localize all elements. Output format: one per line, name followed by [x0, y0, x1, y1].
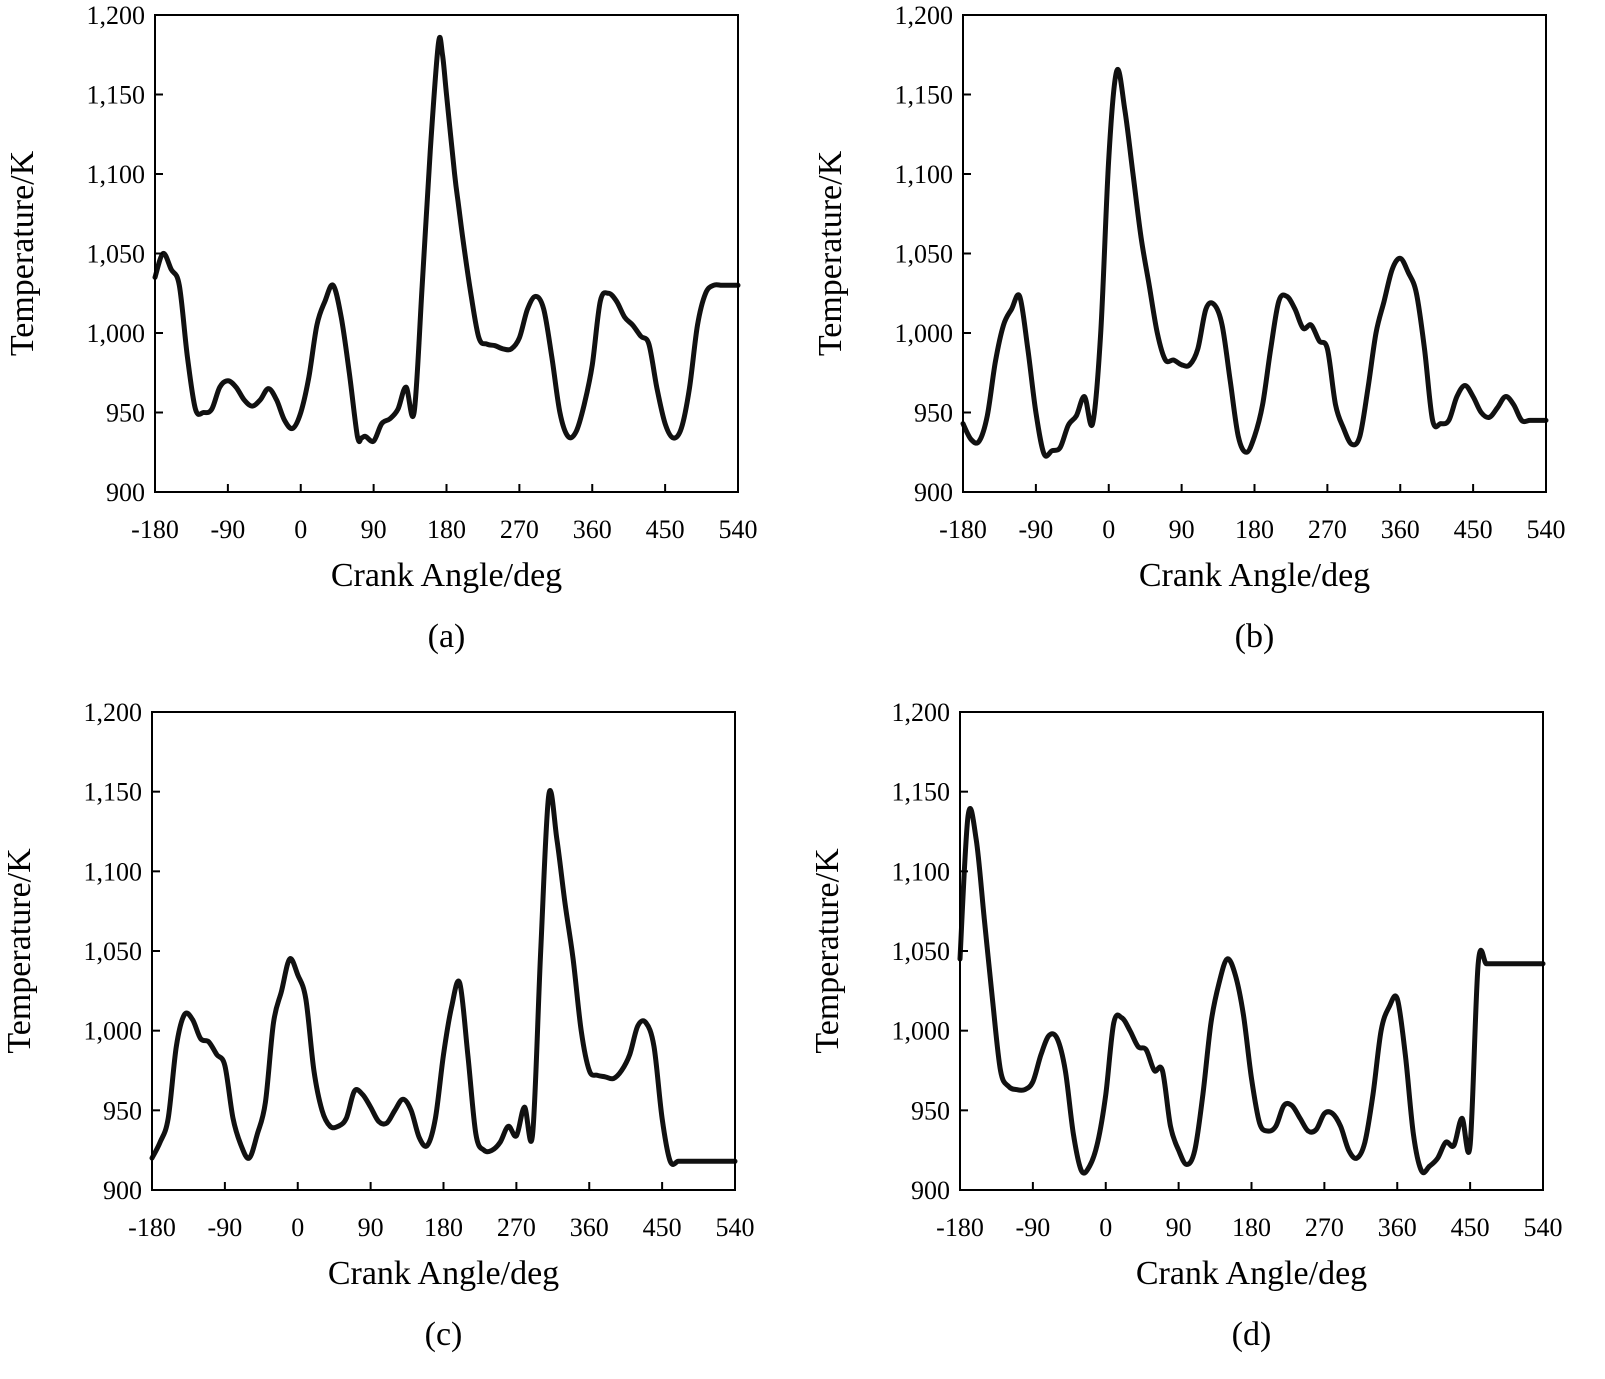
- x-tick-label: 180: [427, 515, 466, 544]
- y-tick-label: 1,050: [895, 240, 954, 269]
- x-tick-label: 270: [497, 1213, 536, 1242]
- y-tick-label: 1,100: [87, 160, 146, 189]
- x-tick-label: 0: [1099, 1213, 1112, 1242]
- x-tick-label: 180: [424, 1213, 463, 1242]
- y-tick-label: 1,100: [84, 857, 143, 886]
- y-tick-label: 900: [911, 1176, 950, 1205]
- x-tick-label: 270: [1305, 1213, 1344, 1242]
- x-tick-label: 540: [1527, 515, 1566, 544]
- x-tick-label: -180: [131, 515, 179, 544]
- x-tick-label: 450: [646, 515, 685, 544]
- x-tick-label: 360: [573, 515, 612, 544]
- panel-label: (b): [1235, 618, 1275, 655]
- x-tick-label: 540: [719, 515, 758, 544]
- panel-label: (c): [425, 1316, 463, 1353]
- y-tick-label: 1,150: [895, 81, 954, 110]
- series-line: [960, 66, 1549, 459]
- y-tick-label: 1,050: [87, 240, 146, 269]
- y-tick-label: 1,150: [892, 778, 951, 807]
- x-tick-label: 90: [1166, 1213, 1192, 1242]
- y-tick-label: 1,200: [895, 1, 954, 30]
- panel-label: (d): [1232, 1316, 1272, 1353]
- x-tick-label: 360: [1378, 1213, 1417, 1242]
- x-tick-label: 540: [716, 1213, 755, 1242]
- x-tick-label: 0: [294, 515, 307, 544]
- chart-panel-d: 900 950 1,000 1,050 1,100 1,150 1,200 -180 -90 0 9…: [809, 698, 1563, 1353]
- x-axis-label: Crank Angle/deg: [1136, 1255, 1367, 1292]
- y-tick-label: 1,200: [87, 1, 146, 30]
- x-tick-label: 180: [1235, 515, 1274, 544]
- y-tick-label: 950: [106, 399, 145, 428]
- y-tick-label: 1,050: [84, 937, 143, 966]
- x-tick-label: 180: [1232, 1213, 1271, 1242]
- y-tick-label: 1,150: [84, 778, 143, 807]
- x-axis-label: Crank Angle/deg: [331, 557, 562, 594]
- y-tick-label: 1,200: [84, 698, 143, 727]
- series-line: [149, 788, 738, 1167]
- y-tick-label: 950: [103, 1096, 142, 1125]
- x-tick-label: -90: [1019, 515, 1054, 544]
- x-tick-label: -90: [208, 1213, 243, 1242]
- x-tick-label: 450: [643, 1213, 682, 1242]
- x-tick-label: 90: [361, 515, 387, 544]
- x-axis-label: Crank Angle/deg: [328, 1255, 559, 1292]
- x-tick-label: 90: [1169, 515, 1195, 544]
- x-tick-label: 0: [1102, 515, 1115, 544]
- x-tick-label: 270: [1308, 515, 1347, 544]
- x-tick-label: 360: [1381, 515, 1420, 544]
- y-tick-label: 950: [911, 1096, 950, 1125]
- x-axis-label: Crank Angle/deg: [1139, 557, 1370, 594]
- y-tick-label: 1,000: [84, 1017, 143, 1046]
- x-tick-label: -180: [936, 1213, 984, 1242]
- plot-area-frame: [962, 14, 1547, 493]
- x-tick-label: 270: [500, 515, 539, 544]
- y-axis-label: Temperature/K: [812, 150, 849, 356]
- x-tick-label: -90: [1016, 1213, 1051, 1242]
- x-tick-label: -90: [211, 515, 246, 544]
- series-line: [957, 806, 1546, 1176]
- chart-panel-c: 900 950 1,000 1,050 1,100 1,150 1,200 -180 -90 0 9…: [1, 698, 755, 1353]
- x-tick-label: -180: [128, 1213, 176, 1242]
- plot-area-frame: [959, 711, 1544, 1191]
- y-tick-label: 1,100: [895, 160, 954, 189]
- y-tick-label: 1,000: [87, 319, 146, 348]
- x-tick-label: 0: [291, 1213, 304, 1242]
- x-tick-label: 450: [1454, 515, 1493, 544]
- chart-panel-b: 900 950 1,000 1,050 1,100 1,150 1,200 -180 -90 0 9…: [812, 1, 1566, 655]
- y-tick-label: 1,100: [892, 857, 951, 886]
- panel-label: (a): [428, 618, 466, 655]
- series-line: [152, 34, 741, 445]
- plot-area-frame: [151, 711, 736, 1191]
- y-axis-label: Temperature/K: [809, 848, 846, 1054]
- y-tick-label: 1,000: [892, 1017, 951, 1046]
- y-tick-label: 1,050: [892, 937, 951, 966]
- chart-panel-a: 900 950 1,000 1,050 1,100 1,150 1,200 -180 -90 0 9…: [4, 1, 758, 655]
- y-tick-label: 1,150: [87, 81, 146, 110]
- y-tick-label: 900: [106, 478, 145, 507]
- y-tick-label: 950: [914, 399, 953, 428]
- y-tick-label: 1,000: [895, 319, 954, 348]
- x-tick-label: 360: [570, 1213, 609, 1242]
- x-tick-label: -180: [939, 515, 987, 544]
- x-tick-label: 540: [1524, 1213, 1563, 1242]
- y-tick-label: 1,200: [892, 698, 951, 727]
- y-tick-label: 900: [914, 478, 953, 507]
- x-tick-label: 450: [1451, 1213, 1490, 1242]
- y-tick-label: 900: [103, 1176, 142, 1205]
- y-axis-label: Temperature/K: [4, 150, 41, 356]
- y-axis-label: Temperature/K: [1, 848, 38, 1054]
- x-tick-label: 90: [358, 1213, 384, 1242]
